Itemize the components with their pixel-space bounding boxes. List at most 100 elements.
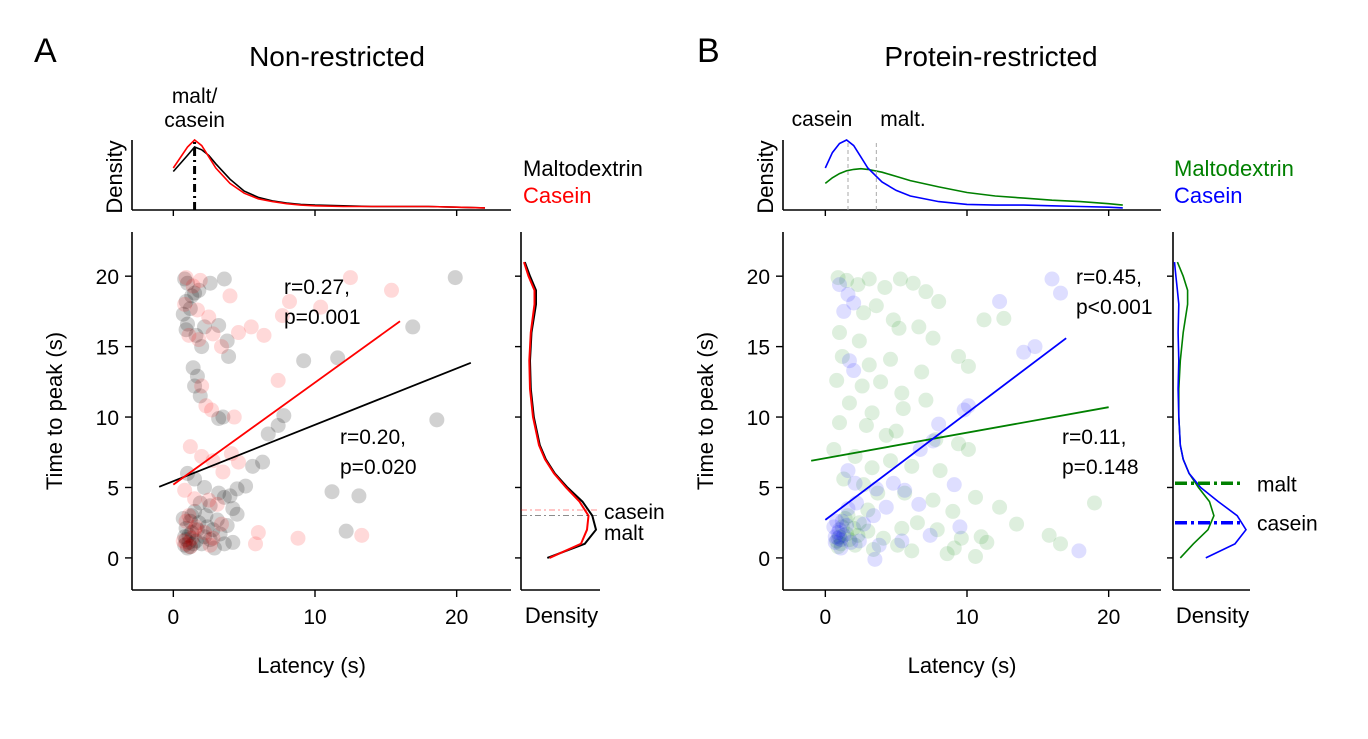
scatter-point: [197, 479, 212, 495]
scatter-point: [175, 510, 191, 526]
scatter-point: [202, 532, 218, 548]
x-axis-label: Latency (s): [908, 653, 1017, 678]
x-axis-label: Latency (s): [257, 653, 366, 678]
scatter-point: [846, 363, 862, 379]
scatter-point: [832, 325, 847, 341]
scatter-point: [833, 532, 849, 548]
scatter-point: [827, 534, 843, 550]
scatter-point: [1071, 543, 1087, 559]
scatter-point: [946, 477, 962, 493]
x-tick-label: 20: [1097, 606, 1120, 629]
scatter-point: [209, 512, 225, 528]
scatter-point: [1027, 339, 1043, 355]
scatter-point: [870, 485, 886, 501]
scatter-point: [945, 503, 961, 519]
scatter-point: [197, 525, 212, 541]
scatter-point: [231, 454, 246, 470]
scatter-point: [229, 481, 245, 497]
scatter-point: [260, 426, 276, 442]
scatter-point: [178, 270, 194, 286]
y-axis-label: Time to peak (s): [693, 332, 718, 490]
right-marginal-xlabel: Density: [525, 603, 598, 628]
scatter-point: [197, 319, 212, 335]
scatter-point: [894, 533, 910, 549]
scatter-point: [243, 319, 259, 335]
y-tick-label: 0: [107, 548, 119, 571]
scatter-point: [222, 488, 238, 504]
scatter-point: [215, 464, 231, 480]
scatter-point: [202, 537, 218, 553]
scatter-point: [858, 417, 874, 433]
scatter-point: [1044, 271, 1060, 287]
scatter-point: [832, 277, 847, 293]
scatter-point: [847, 475, 863, 491]
scatter-point: [992, 499, 1008, 515]
scatter-point: [256, 327, 272, 343]
scatter-point: [191, 332, 207, 348]
scatter-point: [211, 317, 227, 333]
scatter-point: [215, 409, 231, 425]
scatter-point: [211, 485, 227, 501]
scatter-point: [905, 275, 921, 291]
scatter-point: [182, 539, 198, 555]
scatter-point: [932, 463, 948, 479]
scatter-point: [185, 278, 201, 294]
scatter-point: [868, 481, 884, 497]
scatter-point: [185, 536, 201, 552]
fit-annotation-maltodextrin-line: p=0.148: [1062, 456, 1139, 479]
scatter-point: [1053, 536, 1068, 552]
scatter-point: [833, 540, 849, 556]
scatter-point: [861, 357, 877, 373]
scatter-point: [826, 441, 842, 457]
fit-annotation-maltodextrin-line: r=0.20,: [340, 426, 406, 449]
top-marker-label: casein: [792, 108, 853, 131]
scatter-point: [850, 277, 866, 293]
x-tick-label: 20: [445, 606, 468, 629]
y-tick-label: 15: [96, 337, 119, 360]
scatter-point: [996, 310, 1012, 326]
y-tick-label: 20: [747, 266, 770, 289]
scatter-point: [849, 495, 864, 511]
right-marker-label: casein: [604, 501, 665, 524]
scatter-point: [856, 516, 872, 532]
scatter-point: [946, 540, 962, 556]
scatter-point: [829, 372, 845, 388]
scatter-point: [225, 501, 241, 517]
scatter-point: [851, 533, 867, 549]
fit-line-casein: [172, 320, 401, 486]
scatter-point: [216, 536, 232, 552]
y-axis-label: Time to peak (s): [42, 332, 67, 490]
scatter-point: [951, 436, 966, 452]
scatter-point: [205, 326, 221, 342]
scatter-point: [184, 508, 200, 524]
scatter-point: [192, 272, 208, 288]
scatter-point: [891, 320, 907, 336]
scatter-point: [830, 530, 846, 546]
scatter-point: [201, 492, 217, 508]
scatter-point: [177, 271, 193, 287]
scatter-point: [354, 527, 370, 543]
scatter-point: [868, 298, 884, 314]
scatter-point: [841, 353, 857, 369]
scatter-point: [878, 427, 894, 443]
scatter-point: [860, 502, 876, 518]
fit-annotation-maltodextrin: r=0.11, p=0.148: [1062, 426, 1139, 479]
scatter-point: [1016, 344, 1032, 360]
scatter-point: [184, 530, 200, 546]
scatter-point: [211, 410, 227, 426]
scatter-point: [198, 508, 214, 524]
scatter-point: [867, 551, 883, 567]
scatter-point: [1041, 527, 1057, 543]
scatter-point: [384, 282, 399, 298]
fit-line-casein: [824, 337, 1067, 521]
scatter-point: [198, 398, 214, 414]
scatter-point: [877, 279, 893, 295]
scatter-point: [851, 333, 867, 349]
scatter-point: [324, 484, 340, 500]
scatter-point: [405, 319, 421, 335]
scatter-point: [866, 508, 881, 524]
scatter-point: [296, 353, 312, 369]
panel-b: B Protein-restricted 0 10 20 0 5 10 15 20 Latency …: [693, 32, 1318, 678]
scatter-point: [909, 515, 925, 531]
scatter-point: [191, 515, 207, 531]
